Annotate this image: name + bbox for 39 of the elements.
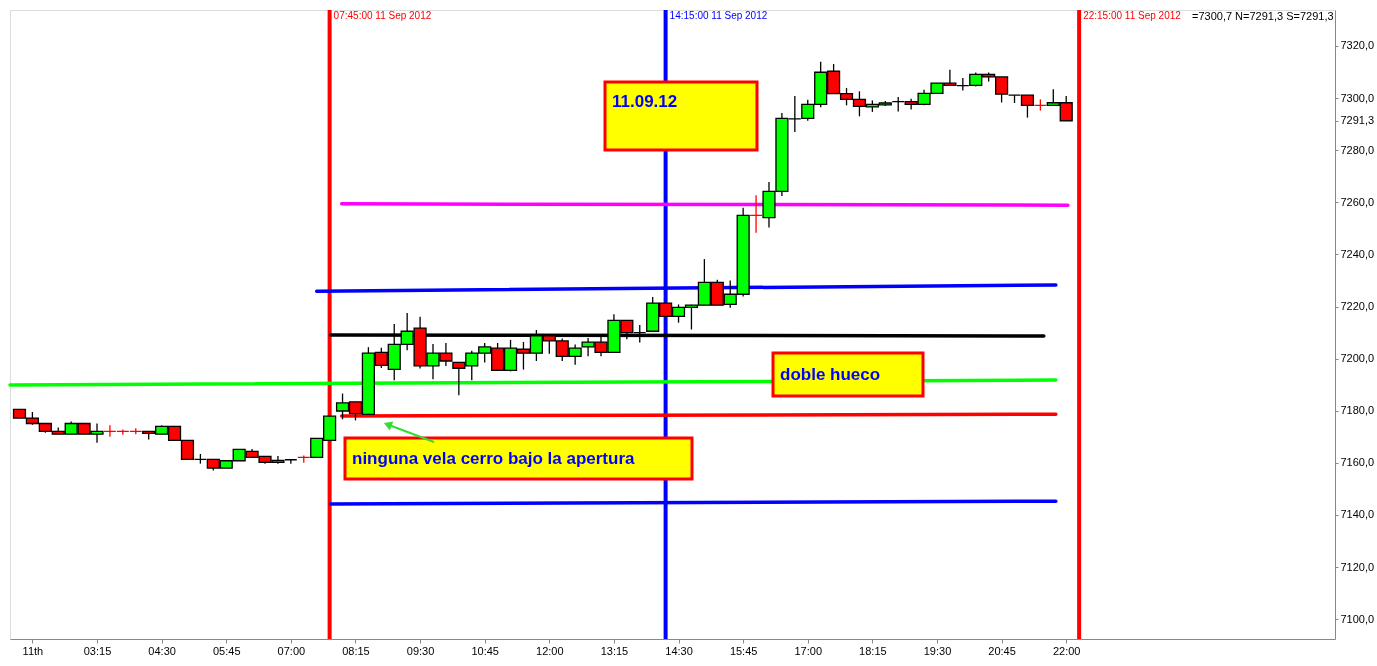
- y-tick-label: 7200,0: [1340, 352, 1375, 365]
- x-tick-label: 09:30: [406, 644, 435, 657]
- x-tick-label: 08:15: [342, 644, 370, 657]
- x-tick-label: 07:00: [277, 644, 306, 657]
- x-tick-label: 17:00: [794, 644, 823, 657]
- x-tick-label: 12:00: [536, 644, 564, 657]
- ref-line-label: 07:45:00 11 Sep 2012: [333, 10, 432, 21]
- x-tick-label: 04:30: [148, 644, 176, 657]
- candlestick: [284, 459, 298, 465]
- y-tick-label: 7240,0: [1340, 247, 1375, 260]
- y-tick-label: 7120,0: [1340, 560, 1375, 573]
- y-tick-label: 7100,0: [1340, 612, 1375, 625]
- x-tick-label: 20:45: [988, 644, 1016, 657]
- x-tick-label: 15:45: [729, 644, 758, 657]
- ref-line-label: 14:15:00 11 Sep 2012: [669, 10, 768, 21]
- y-tick-label: 7320,0: [1340, 39, 1375, 52]
- annotation: =7300,7 N=7291,3 S=7291,3: [1192, 10, 1334, 22]
- y-tick-label: 7300,0: [1340, 91, 1375, 104]
- annotation: 11.09.12: [612, 92, 678, 111]
- annotation: doble hueco: [780, 364, 881, 384]
- y-tick-label: 7260,0: [1340, 195, 1375, 208]
- candlestick: [749, 194, 763, 234]
- x-tick-label: 22:00: [1052, 644, 1081, 657]
- x-tick-label: 10:45: [471, 644, 499, 657]
- y-tick-label: 7291,3: [1340, 114, 1375, 127]
- y-tick-label: 7220,0: [1340, 300, 1375, 313]
- x-tick-label: 14:30: [665, 644, 693, 657]
- y-tick-label: 7280,0: [1340, 143, 1375, 156]
- x-tick-label: 13:15: [600, 644, 629, 657]
- y-tick-label: 7140,0: [1340, 508, 1375, 521]
- ref-line-label: 22:15:00 11 Sep 2012: [1083, 10, 1182, 21]
- x-tick-label: 11th: [22, 644, 44, 657]
- x-tick-label: 18:15: [859, 644, 887, 657]
- x-tick-label: 05:45: [212, 644, 241, 657]
- x-tick-label: 19:30: [923, 644, 952, 657]
- y-tick-label: 7160,0: [1340, 456, 1375, 469]
- annotation: ninguna vela cerro bajo la apertura: [352, 448, 636, 468]
- y-tick-label: 7180,0: [1340, 404, 1375, 417]
- x-tick-label: 03:15: [83, 644, 112, 657]
